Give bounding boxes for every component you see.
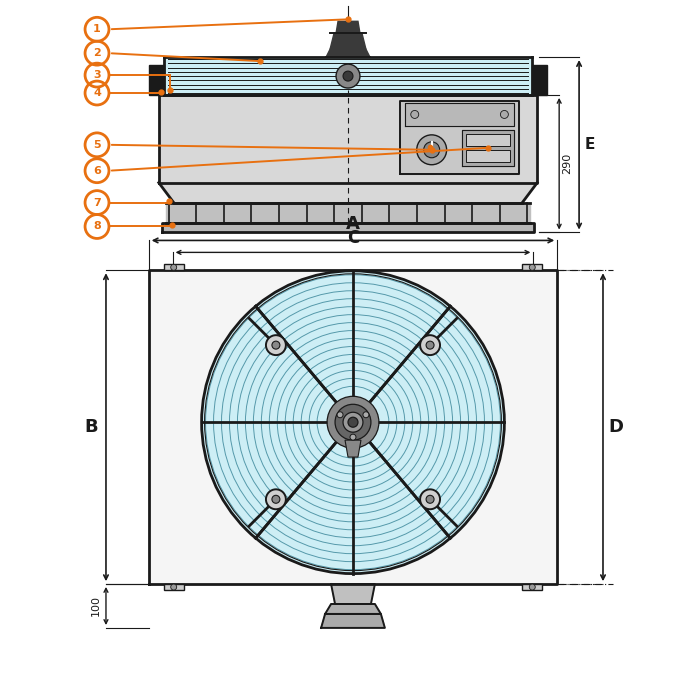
Text: 6: 6 <box>93 166 101 176</box>
Text: 7: 7 <box>93 197 101 208</box>
Circle shape <box>348 417 358 427</box>
Polygon shape <box>405 103 514 126</box>
Polygon shape <box>325 604 381 614</box>
Polygon shape <box>336 21 360 34</box>
Polygon shape <box>330 34 366 49</box>
Circle shape <box>424 142 440 158</box>
Polygon shape <box>466 134 510 146</box>
Circle shape <box>343 412 363 432</box>
Text: 5: 5 <box>93 140 101 150</box>
Circle shape <box>266 335 286 355</box>
Circle shape <box>416 135 447 164</box>
Circle shape <box>350 434 356 440</box>
Text: E: E <box>585 137 596 153</box>
Text: 100: 100 <box>91 596 101 617</box>
Circle shape <box>171 265 176 270</box>
Circle shape <box>426 341 434 349</box>
Circle shape <box>343 71 353 81</box>
Circle shape <box>426 496 434 503</box>
Circle shape <box>411 111 419 118</box>
Polygon shape <box>162 223 534 232</box>
Circle shape <box>327 396 379 448</box>
Circle shape <box>420 335 440 355</box>
Circle shape <box>337 412 343 418</box>
Text: A: A <box>346 216 360 234</box>
Text: 290: 290 <box>562 153 572 174</box>
Polygon shape <box>149 65 164 95</box>
Polygon shape <box>164 57 532 95</box>
Text: C: C <box>347 230 359 247</box>
Circle shape <box>266 489 286 510</box>
Polygon shape <box>400 101 519 174</box>
Circle shape <box>335 405 371 440</box>
Text: 8: 8 <box>93 221 101 232</box>
Polygon shape <box>164 584 183 590</box>
Circle shape <box>529 265 536 270</box>
Text: B: B <box>85 418 98 436</box>
Circle shape <box>363 412 369 418</box>
Polygon shape <box>166 202 531 223</box>
Text: D: D <box>608 418 623 436</box>
Polygon shape <box>345 440 361 457</box>
Polygon shape <box>149 270 557 584</box>
Circle shape <box>202 271 505 573</box>
Polygon shape <box>326 49 370 57</box>
Circle shape <box>171 584 176 590</box>
Polygon shape <box>461 130 514 166</box>
Polygon shape <box>522 265 543 270</box>
Polygon shape <box>159 95 538 183</box>
Text: 3: 3 <box>93 70 101 80</box>
Polygon shape <box>466 150 510 162</box>
Polygon shape <box>532 65 547 95</box>
Circle shape <box>420 489 440 510</box>
Polygon shape <box>522 584 543 590</box>
Polygon shape <box>331 584 375 604</box>
Text: 4: 4 <box>93 88 101 98</box>
Circle shape <box>336 64 360 88</box>
Polygon shape <box>159 183 538 202</box>
Text: 2: 2 <box>93 48 101 58</box>
Circle shape <box>500 111 508 118</box>
Circle shape <box>272 496 280 503</box>
Polygon shape <box>164 265 183 270</box>
Polygon shape <box>321 614 385 628</box>
Text: 1: 1 <box>93 25 101 34</box>
Circle shape <box>272 341 280 349</box>
Circle shape <box>529 584 536 590</box>
